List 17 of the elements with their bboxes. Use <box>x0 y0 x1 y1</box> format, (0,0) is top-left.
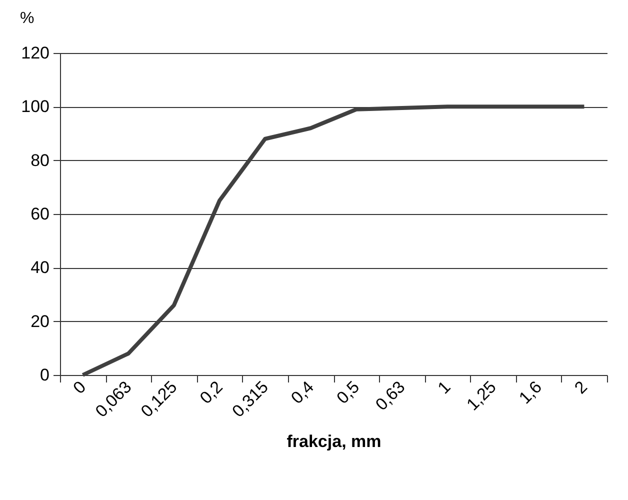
y-tick-label: 0 <box>40 366 50 384</box>
x-tick-label: 0,63 <box>372 377 409 414</box>
x-tick-label: 0,5 <box>333 377 364 408</box>
y-tick-label: 100 <box>21 97 50 116</box>
y-axis-title: % <box>20 10 34 27</box>
y-tick-label: 40 <box>30 258 50 278</box>
x-tick-label: 0,2 <box>196 377 226 408</box>
y-tick-label: 80 <box>30 150 50 170</box>
x-tick-label: 0,4 <box>287 377 318 408</box>
x-tick-label: 2 <box>570 377 592 398</box>
x-tick-label: 1 <box>434 377 454 398</box>
y-tick-label: 60 <box>30 204 50 224</box>
x-tick-label: 1,6 <box>515 377 546 408</box>
x-tick-label: 0 <box>70 377 90 398</box>
y-tick-label: 20 <box>30 312 50 331</box>
x-axis-title: frakcja, mm <box>286 432 382 452</box>
y-tick-label: 120 <box>21 44 50 62</box>
